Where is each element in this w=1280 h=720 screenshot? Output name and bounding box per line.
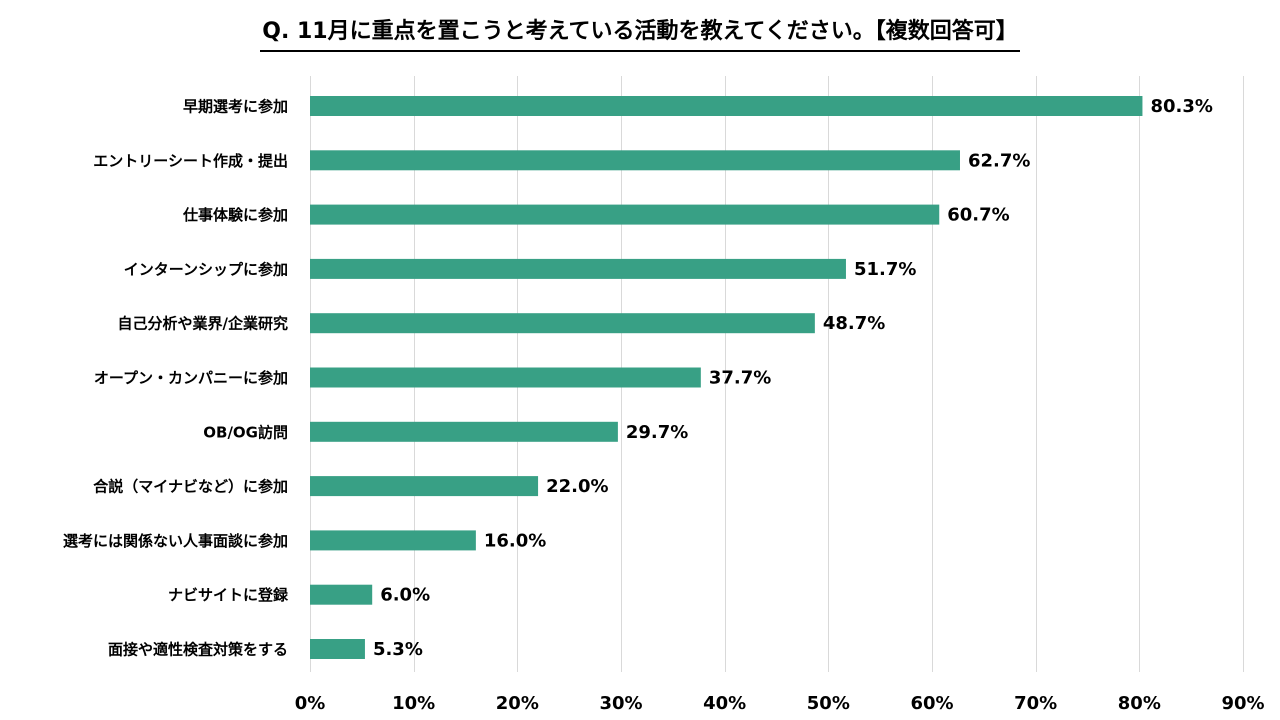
x-tick-label: 90%: [1221, 693, 1264, 714]
category-label: 仕事体験に参加: [182, 206, 288, 224]
value-label: 62.7%: [968, 150, 1030, 171]
value-label: 5.3%: [373, 639, 423, 660]
bar: [310, 150, 960, 171]
bar: [310, 258, 846, 279]
x-tick-label: 20%: [496, 693, 539, 714]
bar: [310, 367, 701, 388]
x-tick-label: 10%: [392, 693, 435, 714]
category-label: 自己分析や業界/企業研究: [118, 315, 288, 333]
bar: [310, 584, 373, 605]
bar: [310, 313, 815, 334]
value-label: 22.0%: [546, 476, 608, 497]
category-label: ナビサイトに登録: [168, 586, 289, 604]
bar: [310, 530, 476, 551]
value-label: 48.7%: [823, 313, 885, 334]
category-label: 選考には関係ない人事面談に参加: [63, 532, 288, 550]
bars: [310, 96, 1143, 659]
bar: [310, 421, 618, 442]
value-label: 51.7%: [854, 259, 916, 280]
category-label: オープン・カンパニーに参加: [94, 369, 288, 387]
value-label: 29.7%: [626, 422, 688, 443]
value-label: 60.7%: [947, 205, 1009, 226]
category-label: 合説（マイナビなど）に参加: [92, 478, 288, 496]
value-label: 16.0%: [484, 530, 546, 551]
bar: [310, 96, 1143, 116]
bar: [310, 204, 940, 225]
category-label: 面接や適性検査対策をする: [108, 641, 288, 659]
x-tick-label: 60%: [910, 693, 953, 714]
labels: 0% 10% 20% 30% 40% 50% 60% 70% 80% 90% 早期選考に参加 80.3…: [63, 96, 1265, 714]
x-tick-label: 50%: [807, 693, 850, 714]
x-tick-label: 70%: [1014, 693, 1057, 714]
category-label: エントリーシート作成・提出: [93, 152, 288, 170]
value-label: 37.7%: [709, 368, 771, 389]
category-label: インターンシップに参加: [124, 260, 288, 278]
value-label: 6.0%: [380, 585, 430, 606]
chart-title-text: Q. 11月に重点を置こうと考えている活動を教えてください。【複数回答可】: [260, 14, 1020, 52]
x-tick-label: 0%: [295, 693, 326, 714]
bar: [310, 476, 539, 497]
category-label: OB/OG訪問: [203, 423, 288, 441]
x-tick-label: 80%: [1118, 693, 1161, 714]
chart-title: Q. 11月に重点を置こうと考えている活動を教えてください。【複数回答可】: [0, 14, 1280, 52]
grid-lines: [310, 76, 1244, 672]
category-label: 早期選考に参加: [183, 98, 288, 116]
x-tick-label: 30%: [599, 693, 642, 714]
value-label: 80.3%: [1150, 96, 1212, 117]
bar: [310, 639, 365, 659]
x-tick-label: 40%: [703, 693, 746, 714]
